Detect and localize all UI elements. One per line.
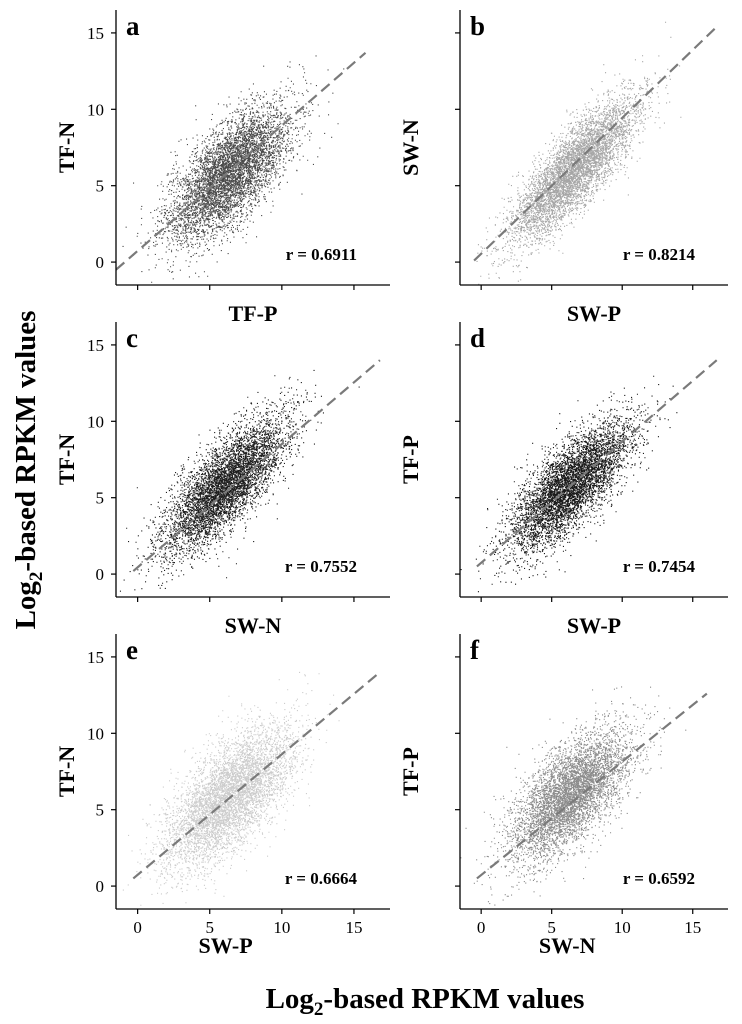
fit-line [476, 359, 718, 568]
correlation-label: r = 0.6592 [623, 869, 695, 888]
panel-y-label: TF-P [398, 435, 423, 484]
point-cloud [460, 375, 678, 593]
panel-letter: f [470, 635, 480, 665]
panel-x-label: TF-P [229, 301, 278, 326]
panel-y-label: TF-P [398, 747, 423, 796]
panel-y-label: TF-N [54, 434, 79, 485]
correlation-label: r = 0.6664 [285, 869, 358, 888]
x-tick-label: 10 [273, 918, 290, 937]
point-cloud [122, 55, 345, 283]
fit-line [116, 51, 367, 271]
y-tick-label: 15 [87, 648, 104, 667]
panel-letter: b [470, 11, 485, 41]
correlation-label: r = 0.7454 [623, 557, 696, 576]
panel-d: d r = 0.7454 TF-P SW-P [398, 322, 728, 638]
y-tick-label: 10 [87, 724, 104, 743]
y-tick-label: 0 [96, 253, 105, 272]
panel-x-label: SW-P [567, 613, 621, 638]
panel-e: 0 0 5 5 10 10 15 15 e r = 0.6664 TF-N SW-P [54, 634, 390, 958]
x-tick-label: 0 [133, 918, 142, 937]
x-tick-label: 5 [205, 918, 214, 937]
x-tick-label: 10 [614, 918, 631, 937]
y-tick-label: 0 [96, 565, 105, 584]
fit-line [132, 671, 381, 880]
scatter-points [460, 686, 687, 906]
panel-letter: c [126, 323, 138, 353]
x-tick-label: 0 [477, 918, 486, 937]
panel-x-label: SW-P [199, 933, 253, 958]
x-tick-label: 15 [345, 918, 362, 937]
correlation-label: r = 0.8214 [623, 245, 696, 264]
x-tick-label: 15 [684, 918, 701, 937]
y-tick-label: 0 [96, 877, 105, 896]
scatter-points [122, 55, 345, 283]
x-axis-label: Log2-based RPKM values [266, 983, 585, 1020]
panel-y-label: TF-N [54, 122, 79, 173]
y-tick-label: 10 [87, 100, 104, 119]
y-tick-label: 15 [87, 24, 104, 43]
correlation-label: r = 0.6911 [286, 245, 357, 264]
panel-x-label: SW-N [539, 933, 596, 958]
y-tick-label: 5 [96, 489, 105, 508]
panel-x-label: SW-N [225, 613, 282, 638]
scatter-points [122, 671, 340, 906]
panel-a: 0 5 10 15 a r = 0.6911 TF-N TF-P [54, 10, 390, 326]
panel-b: b r = 0.8214 SW-N SW-P [398, 10, 728, 326]
y-tick-label: 5 [96, 801, 105, 820]
y-tick-label: 10 [87, 412, 104, 431]
point-cloud [122, 671, 340, 906]
fit-line [473, 26, 718, 262]
point-cloud [460, 686, 687, 906]
scatter-points [460, 375, 678, 593]
y-axis-label: Log2-based RPKM values [10, 311, 47, 630]
panel-letter: d [470, 323, 485, 353]
scatter-points [476, 21, 682, 285]
y-tick-label: 15 [87, 336, 104, 355]
panel-letter: a [126, 11, 140, 41]
point-cloud [476, 21, 682, 285]
y-tick-label: 5 [96, 177, 105, 196]
panel-y-label: SW-N [398, 119, 423, 176]
fit-line [132, 359, 381, 572]
panel-c: 0 5 10 15 c r = 0.7552 TF-N SW-N [54, 322, 390, 638]
panel-x-label: SW-P [567, 301, 621, 326]
fit-line [476, 692, 708, 880]
panel-f: 0 5 10 15 f r = 0.6592 TF-P SW-N [398, 634, 728, 958]
x-tick-label: 5 [547, 918, 556, 937]
panel-y-label: TF-N [54, 746, 79, 797]
panel-letter: e [126, 635, 138, 665]
correlation-label: r = 0.7552 [285, 557, 357, 576]
